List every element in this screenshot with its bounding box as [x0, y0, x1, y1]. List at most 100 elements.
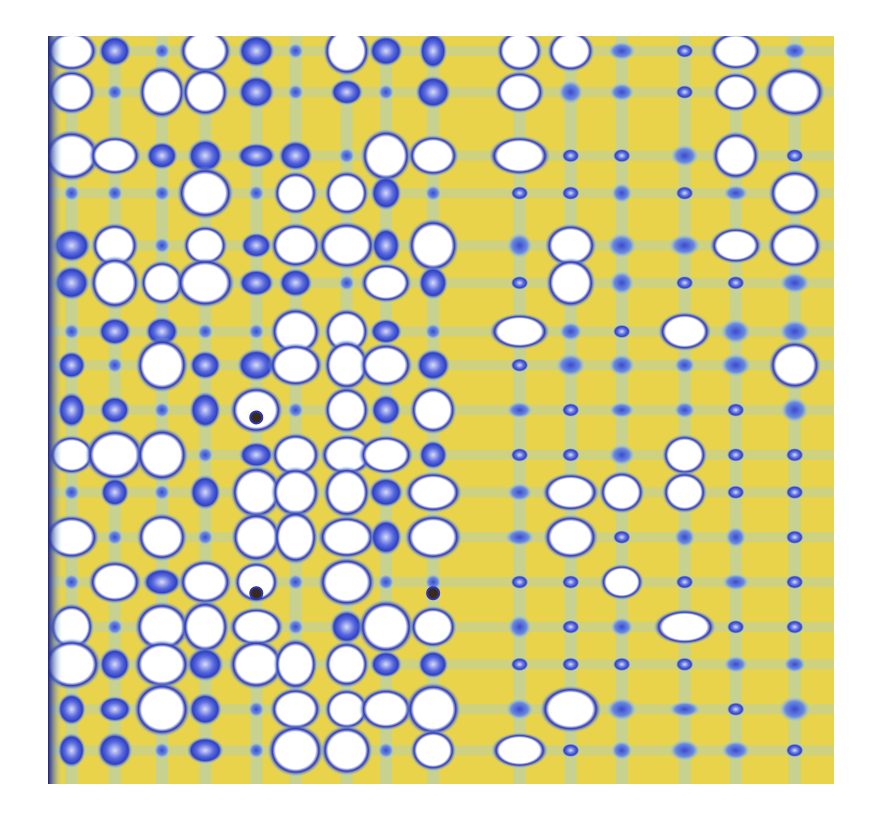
interference-spot	[273, 170, 319, 216]
interference-spot	[197, 446, 214, 463]
interference-spot	[186, 646, 225, 682]
interference-spot	[668, 701, 701, 718]
interference-spot	[270, 432, 321, 478]
interference-spot	[248, 742, 265, 759]
interference-spot	[425, 323, 442, 340]
interference-spot	[371, 227, 401, 264]
interference-spot	[182, 224, 228, 266]
interference-spot	[559, 321, 583, 342]
interference-spot	[267, 342, 324, 388]
interference-spot	[506, 232, 533, 259]
interference-spot	[63, 484, 80, 501]
interference-spot	[545, 257, 596, 309]
interference-spot	[612, 530, 631, 545]
interference-spot	[369, 518, 403, 556]
interference-spot	[725, 526, 747, 548]
interference-spot	[726, 447, 745, 462]
interference-spot	[317, 221, 376, 270]
interference-spot	[657, 311, 712, 352]
interference-spot	[53, 265, 91, 301]
interference-spot	[369, 318, 403, 345]
interference-spot	[175, 257, 236, 309]
interference-spot	[237, 36, 275, 68]
interference-spot	[287, 42, 304, 59]
interference-spot	[377, 574, 394, 591]
interference-spot	[505, 698, 534, 721]
interference-spot	[138, 65, 186, 120]
interference-spot	[675, 186, 694, 201]
interference-spot	[510, 657, 529, 672]
interference-spot	[133, 681, 191, 737]
interference-spot	[712, 71, 760, 113]
interference-spot	[248, 185, 265, 202]
interference-spot	[189, 350, 222, 381]
interference-spot	[407, 134, 459, 177]
interference-spot	[404, 471, 463, 514]
interference-spot	[176, 166, 234, 220]
interference-spot	[106, 618, 123, 635]
interference-spot	[612, 148, 631, 163]
interference-spot	[780, 397, 809, 423]
interference-spot	[237, 75, 275, 110]
hot-core	[249, 410, 264, 425]
interference-spot	[541, 472, 600, 512]
interference-spot	[357, 599, 415, 655]
interference-spot	[136, 512, 188, 562]
interference-spot	[779, 319, 811, 344]
interference-spot	[323, 640, 370, 689]
interference-spot	[609, 401, 635, 419]
interference-spot	[510, 186, 529, 201]
interference-spot	[407, 218, 460, 273]
interference-spot	[139, 259, 185, 306]
interference-spot	[661, 434, 708, 476]
interference-spot	[768, 340, 822, 391]
interference-spot	[88, 135, 142, 176]
interference-spot	[558, 79, 584, 105]
interference-spot	[153, 185, 170, 202]
interference-spot	[63, 323, 80, 340]
interference-spot	[405, 682, 461, 737]
interference-spot	[323, 339, 370, 391]
interference-spot	[709, 36, 763, 71]
interference-spot	[230, 465, 283, 520]
interference-spot	[561, 619, 580, 634]
interference-spot	[273, 638, 318, 691]
interference-spot	[153, 42, 170, 59]
interference-spot	[425, 185, 442, 202]
interference-spot	[675, 275, 694, 290]
interference-spot	[240, 232, 273, 259]
interference-spot	[287, 618, 304, 635]
interference-spot	[418, 36, 448, 70]
interference-spot	[368, 476, 404, 508]
interference-spot	[409, 605, 457, 649]
interference-spot	[415, 348, 451, 382]
interference-spot	[97, 695, 132, 723]
interference-spot	[63, 185, 80, 202]
interference-spot	[785, 619, 804, 634]
interference-spot	[767, 222, 823, 269]
interference-spot	[230, 511, 282, 563]
interference-spot	[324, 688, 370, 731]
interference-spot	[359, 342, 413, 388]
interference-spot	[722, 573, 750, 591]
interference-spot	[178, 558, 233, 606]
interference-spot	[186, 736, 224, 765]
interference-spot	[369, 650, 403, 679]
interference-spot	[418, 265, 449, 300]
interference-spot	[611, 740, 633, 760]
interference-spot	[100, 477, 130, 508]
interference-spot	[106, 185, 123, 202]
interference-spot	[187, 138, 224, 174]
interference-spot	[228, 606, 284, 648]
interference-spot	[785, 148, 804, 163]
interference-spot	[236, 348, 276, 382]
interference-spot	[317, 556, 376, 608]
interference-spot	[542, 514, 599, 560]
interference-spot	[359, 262, 413, 304]
interference-spot	[709, 226, 763, 265]
interference-spot	[229, 385, 284, 435]
interference-spot	[370, 175, 402, 211]
left-edge	[48, 36, 62, 784]
interference-spot	[539, 685, 602, 733]
interference-spot	[669, 739, 701, 762]
